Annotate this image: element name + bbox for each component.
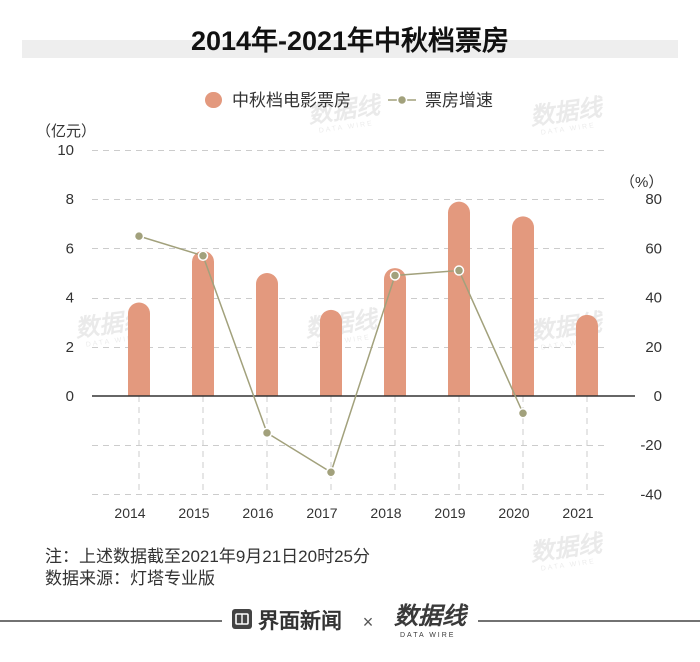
growth-point-2019 (453, 265, 465, 276)
y-right-tick-label: 20 (645, 339, 662, 356)
legend-label-box-office: 中秋档电影票房 (232, 91, 351, 110)
x-tick-label: 2014 (114, 505, 145, 521)
jiemian-logo-icon (232, 609, 252, 629)
x-tick-label: 2015 (178, 505, 209, 521)
x-tick-label: 2018 (370, 505, 401, 521)
bar-2016 (256, 273, 278, 396)
legend: 中秋档电影票房 票房增速 (205, 91, 493, 110)
legend-item-growth: 票房增速 (388, 91, 493, 110)
growth-point-2020 (517, 407, 529, 419)
datawire-logo-text: 数据线 (394, 603, 469, 630)
logo-separator: × (363, 612, 374, 632)
y-left-tick-label: 8 (66, 191, 74, 208)
datawire-logo-subtext: DATA WIRE (400, 632, 455, 639)
data-note: 注：上述数据截至2021年9月21日20时25分 (45, 547, 370, 566)
watermark: 数据线 DATA WIRE (303, 306, 381, 349)
x-tick-label: 2017 (306, 505, 337, 521)
jiemian-logo-text: 界面新闻 (258, 609, 342, 633)
bar-2017 (320, 309, 342, 396)
growth-point-2016 (261, 427, 273, 439)
growth-point-2015 (197, 250, 209, 262)
bar-series (128, 201, 598, 396)
tick-labels: 0 2 4 6 8 10 80 60 40 20 0 -20 -40 2014 2015 2016 2017 20… (57, 142, 662, 521)
y-left-tick-label: 2 (66, 339, 74, 356)
legend-bar-swatch (205, 92, 222, 108)
growth-point-2017 (325, 467, 337, 478)
y-left-tick-label: 4 (66, 290, 74, 307)
y-right-tick-label: 40 (645, 290, 662, 307)
y-right-tick-label: 0 (654, 388, 662, 405)
data-source: 数据来源：灯塔专业版 (45, 569, 215, 588)
chart-title: 2014年-2021年中秋档票房 (191, 25, 509, 56)
footer: 界面新闻 × 数据线 DATA WIRE (0, 603, 700, 639)
y-right-axis-label: （%） (620, 174, 663, 191)
bar-2019 (448, 201, 470, 396)
legend-dot-swatch (396, 94, 408, 106)
x-tick-label: 2021 (562, 505, 593, 521)
y-left-tick-label: 6 (66, 240, 74, 257)
bar-2020 (512, 216, 534, 396)
growth-point-2014 (133, 230, 145, 242)
x-tick-label: 2016 (242, 505, 273, 521)
bar-2021 (576, 314, 598, 396)
y-left-axis-label: （亿元） (36, 123, 96, 140)
watermark: 数据线 DATA WIRE (528, 94, 606, 137)
x-tick-label: 2019 (434, 505, 465, 521)
y-left-tick-label: 0 (66, 388, 74, 405)
y-right-tick-label: 60 (645, 240, 662, 257)
bar-2014 (128, 302, 150, 396)
legend-item-box-office: 中秋档电影票房 (205, 91, 351, 110)
legend-label-growth: 票房增速 (425, 91, 493, 110)
title-band (22, 40, 678, 58)
x-tick-label: 2020 (498, 505, 529, 521)
growth-point-2018 (389, 270, 401, 281)
y-left-tick-label: 10 (57, 142, 74, 159)
y-right-tick-label: -20 (640, 437, 662, 454)
watermark: 数据线 DATA WIRE (528, 530, 606, 573)
bar-2018 (384, 268, 406, 396)
bar-2015 (192, 250, 214, 396)
growth-series (133, 230, 529, 478)
y-right-tick-label: -40 (640, 486, 662, 503)
y-right-tick-label: 80 (645, 191, 662, 208)
